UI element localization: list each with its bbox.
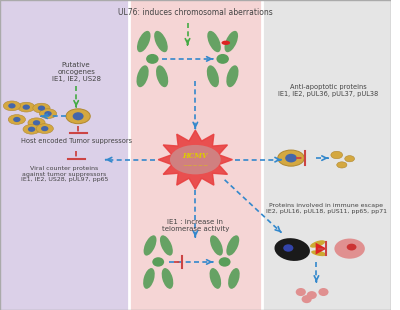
- Ellipse shape: [347, 244, 356, 250]
- Text: Host encoded Tumor suppressors: Host encoded Tumor suppressors: [21, 138, 132, 144]
- Circle shape: [152, 257, 164, 267]
- Ellipse shape: [160, 235, 173, 256]
- Polygon shape: [158, 130, 232, 189]
- Ellipse shape: [228, 268, 240, 289]
- Ellipse shape: [13, 117, 20, 122]
- Ellipse shape: [18, 102, 35, 112]
- Ellipse shape: [210, 235, 223, 256]
- Ellipse shape: [28, 118, 45, 128]
- Ellipse shape: [8, 103, 16, 108]
- Ellipse shape: [310, 240, 325, 248]
- Ellipse shape: [143, 268, 155, 289]
- Ellipse shape: [33, 120, 40, 125]
- Ellipse shape: [39, 109, 57, 118]
- Ellipse shape: [207, 65, 219, 87]
- Circle shape: [219, 257, 230, 267]
- Text: HCMV: HCMV: [183, 152, 208, 160]
- Ellipse shape: [311, 250, 326, 256]
- Ellipse shape: [278, 150, 304, 166]
- Ellipse shape: [210, 268, 221, 289]
- Ellipse shape: [3, 101, 20, 111]
- Ellipse shape: [345, 156, 354, 162]
- Ellipse shape: [285, 154, 297, 162]
- Text: Proteins involved in immune escape
IE2, pUL16, pUL18, pUS11, pp65, pp71: Proteins involved in immune escape IE2, …: [266, 203, 387, 214]
- Text: UL76: induces chromosomal aberrations: UL76: induces chromosomal aberrations: [118, 8, 273, 17]
- Ellipse shape: [36, 124, 53, 134]
- Ellipse shape: [33, 103, 50, 113]
- Ellipse shape: [226, 235, 239, 256]
- Ellipse shape: [337, 162, 347, 168]
- Ellipse shape: [154, 31, 168, 52]
- Circle shape: [302, 295, 312, 303]
- Ellipse shape: [44, 111, 52, 116]
- Ellipse shape: [22, 104, 30, 110]
- Ellipse shape: [170, 145, 221, 174]
- Circle shape: [216, 54, 229, 64]
- Ellipse shape: [28, 127, 35, 132]
- Ellipse shape: [156, 65, 168, 87]
- Ellipse shape: [38, 105, 45, 111]
- Ellipse shape: [162, 268, 173, 289]
- Ellipse shape: [8, 115, 26, 124]
- Bar: [0, 0, 129, 310]
- Circle shape: [296, 288, 306, 296]
- Ellipse shape: [226, 65, 238, 87]
- Ellipse shape: [207, 31, 221, 52]
- Text: Putative
oncogenes
IE1, IE2, US28: Putative oncogenes IE1, IE2, US28: [52, 62, 101, 82]
- Circle shape: [307, 291, 317, 299]
- Ellipse shape: [136, 65, 149, 87]
- Ellipse shape: [331, 151, 343, 159]
- Ellipse shape: [224, 31, 238, 52]
- Ellipse shape: [41, 126, 48, 131]
- Circle shape: [318, 288, 328, 296]
- Ellipse shape: [66, 109, 90, 124]
- Ellipse shape: [137, 31, 150, 52]
- Ellipse shape: [73, 112, 84, 120]
- Ellipse shape: [274, 238, 310, 261]
- Bar: [262, 0, 391, 310]
- Text: IE1 : increase in
telomerase activity: IE1 : increase in telomerase activity: [162, 219, 229, 232]
- Circle shape: [146, 54, 159, 64]
- Ellipse shape: [144, 235, 156, 256]
- Ellipse shape: [334, 239, 365, 259]
- Text: Anti-apoptotic proteins
IE1, IE2, pUL36, pUL37, pUL38: Anti-apoptotic proteins IE1, IE2, pUL36,…: [278, 84, 378, 97]
- Text: ~~~~~: ~~~~~: [182, 163, 208, 168]
- Polygon shape: [316, 243, 326, 255]
- Ellipse shape: [23, 124, 40, 134]
- Bar: [129, 0, 262, 310]
- Text: Viral counter proteins
against tumor suppressors
IE1, IE2, US28, pUL97, pp65: Viral counter proteins against tumor sup…: [21, 166, 108, 183]
- Ellipse shape: [283, 244, 293, 252]
- Ellipse shape: [222, 41, 230, 45]
